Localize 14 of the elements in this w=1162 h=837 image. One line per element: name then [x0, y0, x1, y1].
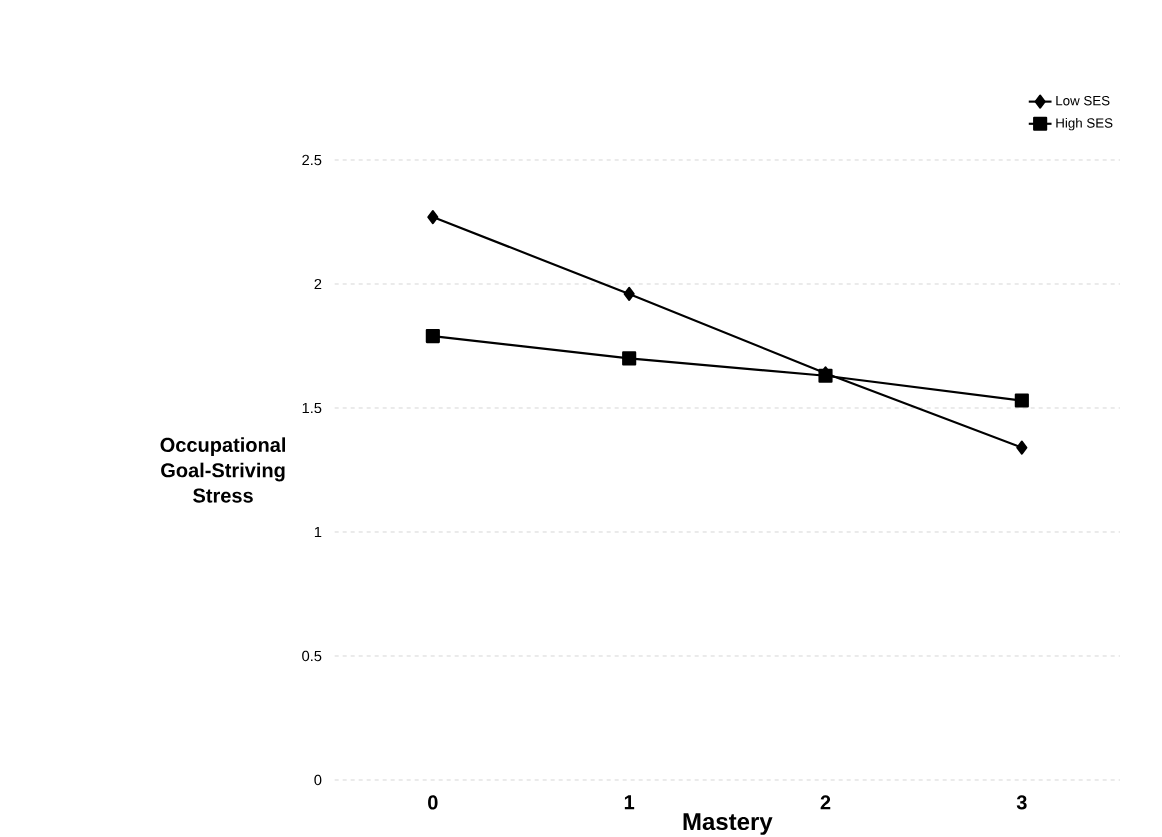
x-tick-label: 3 [1016, 795, 1027, 810]
y-tick-label: 2.5 [302, 154, 322, 166]
y-tick-label: 1 [314, 526, 322, 538]
y-axis-title: Occupational Goal-Striving Stress [160, 437, 286, 503]
x-tick-label: 1 [624, 795, 635, 810]
x-tick-label: 0 [428, 795, 438, 810]
y-tick-label: 2 [314, 278, 322, 290]
y-tick-label: 0 [314, 774, 322, 786]
legend-label: Low SES [1056, 95, 1110, 106]
x-tick-label: 2 [820, 795, 831, 810]
legend-label: High SES [1056, 117, 1113, 131]
y-tick-label: 1.5 [302, 402, 322, 414]
x-axis-title: Mastery [683, 813, 773, 835]
y-tick-label: 0.5 [302, 650, 322, 662]
